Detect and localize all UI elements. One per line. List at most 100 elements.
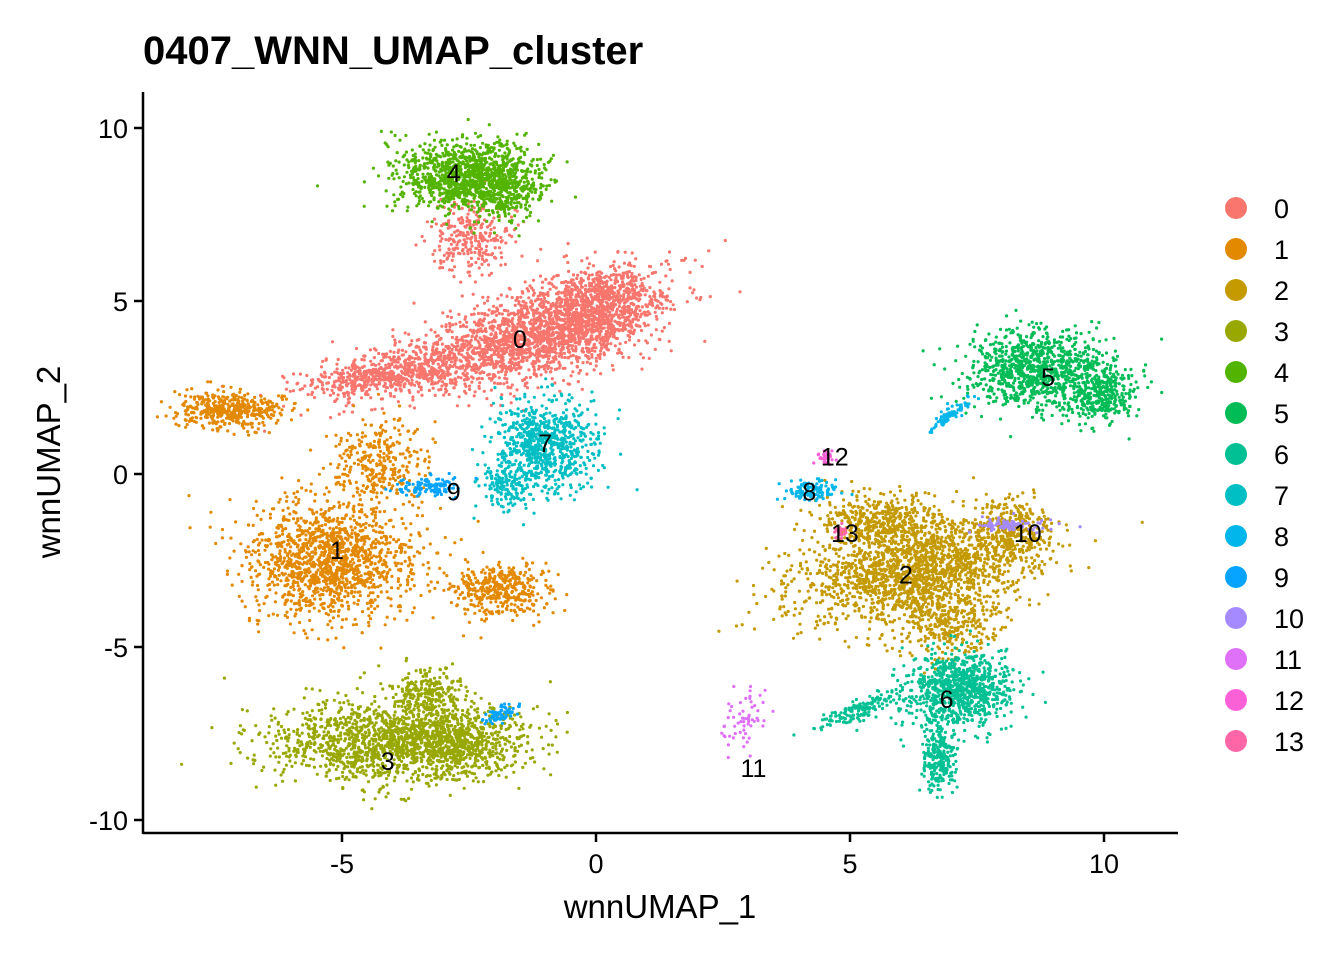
cell-point <box>592 368 596 372</box>
cell-point <box>268 512 272 516</box>
cell-point <box>448 350 452 354</box>
cell-point <box>318 379 322 383</box>
cell-point <box>353 526 357 530</box>
cell-point <box>516 223 520 227</box>
cell-point <box>486 373 490 377</box>
cell-point <box>362 354 366 358</box>
cell-point <box>294 521 298 525</box>
cell-point <box>595 287 600 291</box>
cell-point <box>519 311 524 315</box>
cell-point <box>295 490 299 494</box>
cell-point <box>483 231 487 235</box>
cell-point <box>660 311 664 315</box>
cell-point <box>249 575 253 580</box>
cell-point <box>282 556 287 560</box>
cell-point <box>313 546 317 550</box>
cell-point <box>507 360 511 364</box>
cell-point <box>605 304 609 308</box>
cell-point <box>417 532 421 536</box>
cell-point <box>467 270 471 274</box>
cell-point <box>228 498 232 502</box>
cell-point <box>319 593 323 597</box>
cell-point <box>350 532 354 536</box>
cell-point <box>460 206 464 210</box>
cell-point <box>412 572 416 576</box>
cell-point <box>409 375 413 379</box>
cell-point <box>658 280 662 284</box>
cell-point <box>446 347 450 351</box>
cell-point <box>307 567 311 571</box>
cell-point <box>418 357 422 361</box>
cell-point <box>330 388 334 392</box>
cell-point <box>570 289 574 293</box>
cell-point <box>572 316 577 320</box>
cell-point <box>314 551 318 555</box>
cell-point <box>593 295 597 299</box>
cell-point <box>624 290 628 294</box>
cell-point <box>367 586 371 590</box>
cell-point <box>471 223 476 227</box>
cell-point <box>598 292 602 296</box>
cell-point <box>369 359 373 363</box>
cell-point <box>337 584 341 588</box>
cell-point <box>265 594 269 599</box>
cell-point <box>399 594 403 598</box>
cell-point <box>389 358 393 362</box>
cell-point <box>439 239 443 243</box>
cell-point <box>300 486 304 490</box>
cell-point <box>566 309 570 313</box>
cell-point <box>291 594 295 598</box>
cell-point <box>480 225 484 229</box>
cell-point <box>444 323 448 327</box>
cell-point <box>648 265 653 269</box>
cell-point <box>632 290 637 294</box>
cell-point <box>541 291 545 296</box>
cell-point <box>552 322 556 326</box>
cell-point <box>367 547 371 552</box>
cell-point <box>510 322 515 326</box>
cell-point <box>646 274 650 278</box>
cell-point <box>557 344 561 348</box>
cell-point <box>324 357 328 361</box>
cell-point <box>544 370 548 374</box>
cell-point <box>623 310 628 314</box>
cell-point <box>417 366 421 370</box>
cell-point <box>298 388 302 392</box>
cell-point <box>449 360 454 364</box>
cell-point <box>555 274 559 278</box>
cell-point <box>489 253 494 257</box>
cell-point <box>442 259 446 264</box>
cell-point <box>559 336 563 340</box>
cell-point <box>591 264 596 268</box>
cell-point <box>574 347 578 351</box>
cell-point <box>506 313 510 317</box>
cell-point <box>277 523 281 528</box>
cell-point <box>505 294 509 298</box>
cell-point <box>634 317 638 321</box>
cell-point <box>580 285 585 289</box>
cell-point <box>408 404 412 408</box>
cell-point <box>473 280 477 284</box>
cell-point <box>417 372 421 377</box>
cell-point <box>380 397 384 401</box>
cell-point <box>495 309 500 313</box>
cell-point <box>532 317 537 321</box>
cell-point <box>547 281 551 285</box>
cell-point <box>406 367 410 371</box>
cell-point <box>585 360 589 364</box>
cell-point <box>365 372 369 376</box>
cell-point <box>629 274 634 278</box>
cell-point <box>244 555 248 560</box>
cell-point <box>298 607 302 611</box>
cell-point <box>433 586 437 591</box>
cell-point <box>537 319 541 323</box>
cell-point <box>614 336 618 340</box>
cell-point <box>579 276 583 281</box>
cell-point <box>429 328 433 332</box>
cell-point <box>268 588 272 592</box>
cell-point <box>322 492 327 496</box>
cell-point <box>642 276 646 280</box>
cell-point <box>287 532 291 537</box>
cell-point <box>292 588 296 592</box>
cell-point <box>208 525 212 529</box>
